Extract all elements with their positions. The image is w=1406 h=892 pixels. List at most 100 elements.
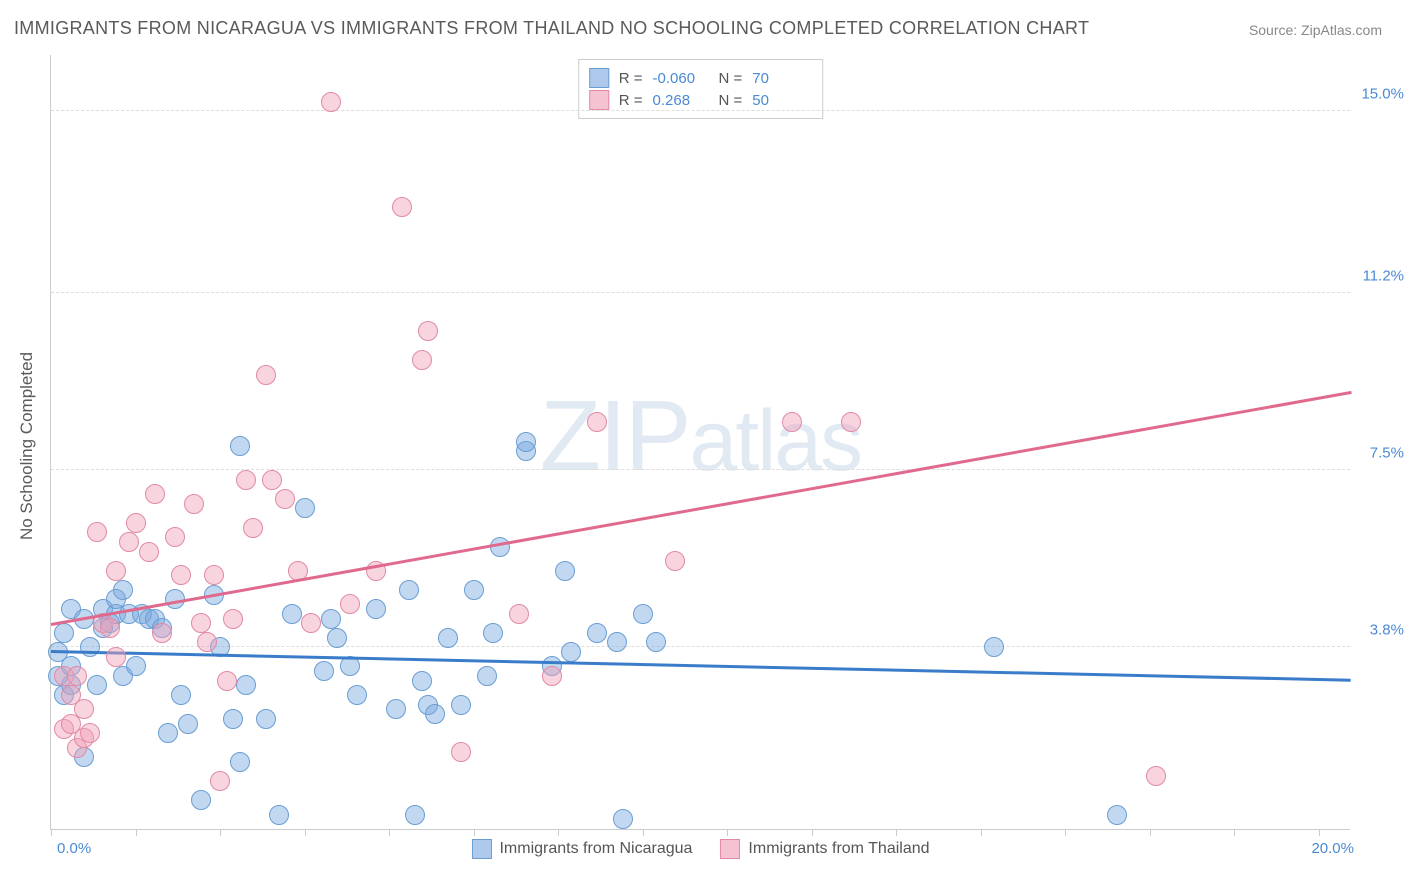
- scatter-point: [425, 704, 445, 724]
- scatter-point: [347, 685, 367, 705]
- y-tick-label: 15.0%: [1361, 86, 1404, 103]
- scatter-point: [782, 412, 802, 432]
- scatter-point: [301, 613, 321, 633]
- scatter-point: [561, 642, 581, 662]
- scatter-point: [464, 580, 484, 600]
- scatter-point: [54, 623, 74, 643]
- scatter-point: [477, 666, 497, 686]
- scatter-point: [555, 561, 575, 581]
- n-value: 50: [752, 92, 808, 109]
- scatter-point: [113, 580, 133, 600]
- watermark-text: ZIPatlas: [540, 379, 861, 494]
- scatter-point: [217, 671, 237, 691]
- scatter-point: [191, 613, 211, 633]
- scatter-point: [87, 522, 107, 542]
- scatter-point: [366, 599, 386, 619]
- scatter-point: [119, 532, 139, 552]
- scatter-point: [165, 527, 185, 547]
- source-prefix: Source:: [1249, 22, 1301, 38]
- scatter-point: [184, 494, 204, 514]
- scatter-point: [386, 699, 406, 719]
- scatter-point: [633, 604, 653, 624]
- scatter-point: [295, 498, 315, 518]
- series-legend: Immigrants from Nicaragua Immigrants from…: [471, 839, 929, 859]
- legend-series-name: Immigrants from Nicaragua: [499, 840, 692, 858]
- scatter-point: [106, 647, 126, 667]
- r-value: -0.060: [653, 70, 709, 87]
- x-tick: [896, 829, 897, 836]
- scatter-point: [67, 666, 87, 686]
- legend-swatch: [471, 839, 491, 859]
- scatter-point: [223, 709, 243, 729]
- y-tick-label: 7.5%: [1370, 445, 1404, 462]
- r-label: R =: [619, 92, 643, 109]
- scatter-point: [327, 628, 347, 648]
- x-tick: [1150, 829, 1151, 836]
- scatter-point: [256, 365, 276, 385]
- legend-swatch: [720, 839, 740, 859]
- scatter-point: [509, 604, 529, 624]
- x-max-label: 20.0%: [1311, 840, 1354, 857]
- n-label: N =: [719, 92, 743, 109]
- scatter-point: [613, 809, 633, 829]
- scatter-point: [399, 580, 419, 600]
- y-axis-label: No Schooling Completed: [17, 352, 37, 540]
- scatter-point: [236, 470, 256, 490]
- scatter-point: [321, 609, 341, 629]
- scatter-point: [412, 671, 432, 691]
- x-tick: [1234, 829, 1235, 836]
- scatter-point: [230, 436, 250, 456]
- x-tick: [305, 829, 306, 836]
- scatter-point: [321, 92, 341, 112]
- gridline-h: [51, 292, 1350, 293]
- scatter-point: [126, 656, 146, 676]
- r-value: 0.268: [653, 92, 709, 109]
- gridline-h: [51, 646, 1350, 647]
- legend-item: Immigrants from Thailand: [720, 839, 929, 859]
- scatter-point: [158, 723, 178, 743]
- scatter-point: [587, 623, 607, 643]
- legend-item: Immigrants from Nicaragua: [471, 839, 692, 859]
- trend-line: [51, 391, 1351, 625]
- scatter-point: [282, 604, 302, 624]
- scatter-point: [490, 537, 510, 557]
- x-tick: [812, 829, 813, 836]
- scatter-point: [392, 197, 412, 217]
- scatter-point: [841, 412, 861, 432]
- x-tick: [727, 829, 728, 836]
- scatter-point: [106, 561, 126, 581]
- y-tick-label: 11.2%: [1363, 268, 1404, 285]
- scatter-point: [542, 666, 562, 686]
- scatter-point: [262, 470, 282, 490]
- scatter-point: [80, 723, 100, 743]
- scatter-point: [74, 699, 94, 719]
- scatter-point: [483, 623, 503, 643]
- x-tick: [558, 829, 559, 836]
- scatter-point: [984, 637, 1004, 657]
- scatter-point: [405, 805, 425, 825]
- scatter-point: [139, 542, 159, 562]
- scatter-point: [451, 695, 471, 715]
- x-tick: [51, 829, 52, 836]
- x-tick: [474, 829, 475, 836]
- chart-title: IMMIGRANTS FROM NICARAGUA VS IMMIGRANTS …: [14, 18, 1089, 39]
- scatter-point: [236, 675, 256, 695]
- x-tick: [1065, 829, 1066, 836]
- legend-row: R =-0.060N =70: [589, 68, 809, 88]
- scatter-point: [418, 321, 438, 341]
- x-tick: [643, 829, 644, 836]
- scatter-point: [1107, 805, 1127, 825]
- scatter-point: [223, 609, 243, 629]
- x-tick: [220, 829, 221, 836]
- x-tick: [389, 829, 390, 836]
- scatter-point: [152, 623, 172, 643]
- scatter-point: [243, 518, 263, 538]
- source-link[interactable]: ZipAtlas.com: [1301, 22, 1382, 38]
- r-label: R =: [619, 70, 643, 87]
- scatter-point: [210, 771, 230, 791]
- scatter-point: [587, 412, 607, 432]
- scatter-point: [438, 628, 458, 648]
- scatter-point: [516, 432, 536, 452]
- scatter-point: [1146, 766, 1166, 786]
- gridline-h: [51, 110, 1350, 111]
